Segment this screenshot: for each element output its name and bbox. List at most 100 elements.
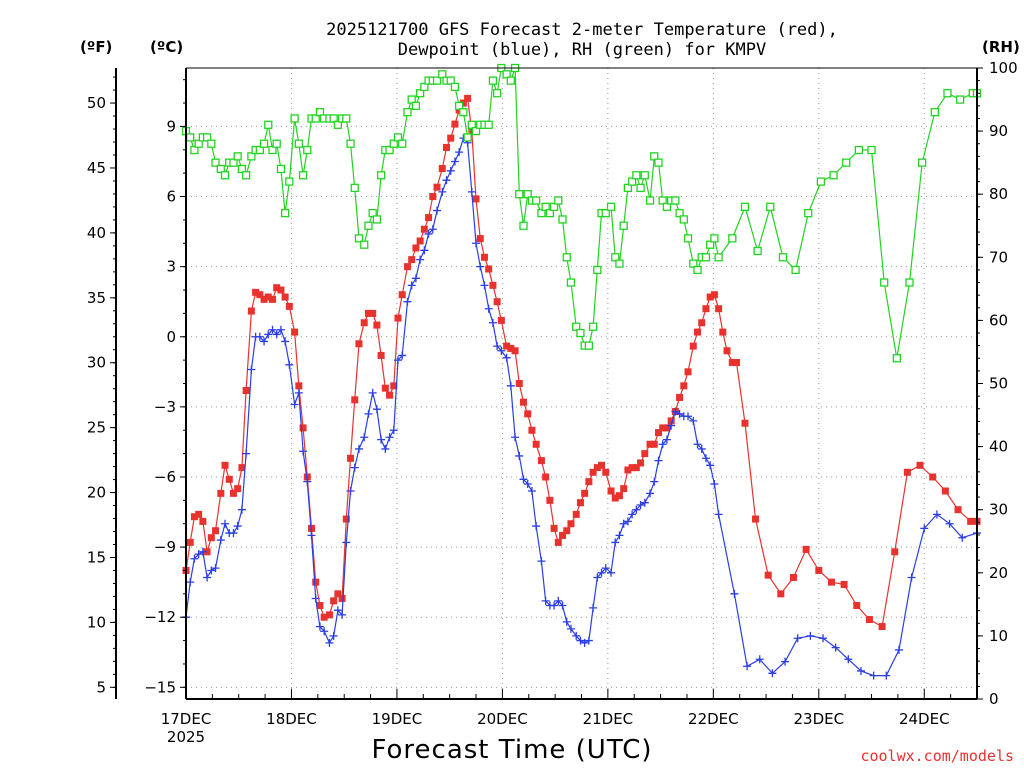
dewpoint-point [920, 524, 929, 533]
rh-point [905, 278, 914, 287]
dewpoint-point [615, 531, 624, 540]
dewpoint-point [628, 510, 637, 519]
temperature-point [438, 164, 446, 172]
rh-point [588, 322, 598, 331]
dewpoint-point [706, 461, 715, 470]
temperature-point [507, 344, 515, 352]
fahrenheit-tick-label: 30 [87, 354, 106, 372]
rh-point [689, 259, 698, 268]
temperature-point [351, 396, 359, 404]
dewpoint-point [640, 498, 649, 507]
dewpoint-point [190, 554, 199, 563]
rh-point [606, 202, 616, 211]
dewpoint-point [320, 627, 329, 636]
rh-point [955, 95, 965, 104]
rh-point [549, 202, 559, 211]
dewpoint-point [446, 166, 455, 175]
temperature-point [217, 489, 225, 497]
temperature-point [229, 489, 237, 497]
dewpoint-point [554, 596, 563, 605]
dewpoint-point [584, 636, 593, 645]
dewpoint-point [566, 624, 575, 633]
dewpoint-point [558, 601, 567, 610]
dewpoint-point [247, 365, 256, 374]
rh-point [710, 234, 719, 243]
rh-point [276, 164, 286, 174]
dewpoint-point [768, 669, 777, 678]
rh-point [572, 322, 581, 331]
fahrenheit-tick-label: 25 [87, 419, 106, 437]
rh-point [778, 253, 788, 262]
dewpoint-point [194, 550, 203, 559]
dewpoint-point [697, 444, 706, 453]
temperature-point [891, 548, 899, 556]
dewpoint-point [393, 356, 402, 365]
dewpoint-point [211, 564, 220, 573]
dewpoint-point [403, 297, 412, 306]
rh-point [450, 82, 460, 92]
temperature-point [398, 291, 406, 299]
rh-point [415, 89, 425, 98]
x-start-year-label: 2025 [167, 728, 205, 746]
temperature-point [480, 253, 488, 261]
rh-point [385, 145, 394, 155]
temperature-point [242, 387, 250, 395]
rh-point [523, 190, 532, 199]
temperature-point [585, 478, 593, 486]
dewpoint-point [523, 479, 532, 488]
temperature-point [752, 515, 760, 523]
temperature-point [632, 464, 640, 472]
dewpoint-point [654, 456, 663, 465]
temperature-point [572, 510, 580, 518]
rh-point [627, 177, 637, 186]
rh-point [393, 133, 403, 142]
dewpoint-point [550, 601, 559, 610]
rh-point [364, 221, 373, 230]
dewpoint-point [806, 631, 815, 640]
celsius-tick-label: −15 [144, 678, 176, 696]
dewpoint-point [207, 566, 216, 575]
rh-point [943, 89, 952, 98]
dewpoint-point [589, 603, 598, 612]
temperature-point [602, 468, 610, 476]
x-tick-label: 18DEC [266, 710, 317, 728]
temperature-point [355, 340, 363, 348]
celsius-tick-label: 0 [166, 328, 176, 346]
temperature-point [472, 195, 480, 203]
rh-point [241, 171, 251, 180]
rh-point [190, 145, 199, 155]
rh-point [342, 114, 351, 123]
rh-point [268, 145, 277, 155]
dewpoint-point [958, 533, 967, 542]
rh-point [632, 171, 641, 180]
temperature-point [316, 602, 324, 610]
temperature-point [853, 602, 861, 610]
rh-point [892, 354, 901, 363]
dewpoint-point [381, 444, 390, 453]
rh-point [484, 120, 493, 129]
rh-point [753, 246, 762, 256]
temperature-point [394, 314, 402, 322]
temperature-point [646, 440, 654, 448]
dewpoint-point [650, 477, 659, 486]
rh-point [294, 139, 303, 148]
dewpoint-point [684, 412, 693, 421]
temperature-point [455, 106, 463, 114]
temperature-point [654, 429, 662, 437]
rh-point [791, 265, 800, 275]
temperature-point [360, 319, 368, 327]
temperature-point [764, 571, 772, 579]
rh-point [407, 95, 416, 104]
temperature-point [420, 225, 428, 233]
rh-point [492, 89, 502, 98]
temperature-point [247, 307, 255, 315]
temperature-point [567, 520, 575, 528]
dewpoint-point [420, 246, 429, 255]
dewpoint-point [781, 657, 790, 666]
temperature-point [528, 426, 536, 434]
dewpoint-point [675, 409, 684, 418]
temperature-point [559, 531, 567, 539]
temperature-point [447, 134, 455, 142]
dewpoint-point [268, 325, 277, 334]
